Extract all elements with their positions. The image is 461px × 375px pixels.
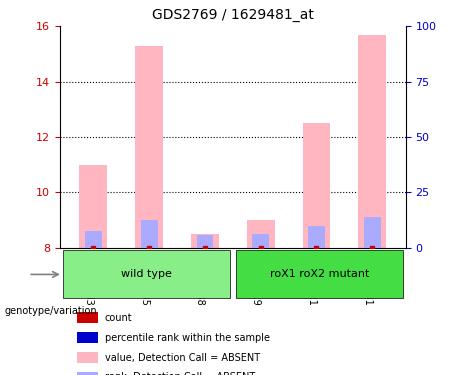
Bar <box>191 234 219 248</box>
Bar <box>77 332 98 343</box>
Text: wild type: wild type <box>121 269 172 279</box>
Bar <box>79 165 107 248</box>
Text: percentile rank within the sample: percentile rank within the sample <box>105 333 270 343</box>
Bar <box>364 217 381 248</box>
Bar <box>308 226 325 248</box>
Bar <box>77 352 98 363</box>
Bar <box>252 234 269 248</box>
Bar <box>135 46 163 248</box>
Bar <box>358 34 386 248</box>
Text: rank, Detection Call = ABSENT: rank, Detection Call = ABSENT <box>105 372 255 375</box>
Bar <box>141 220 158 248</box>
Text: count: count <box>105 313 132 322</box>
Bar <box>196 236 213 248</box>
Bar <box>247 220 275 248</box>
Bar <box>77 312 98 323</box>
Bar <box>85 231 102 248</box>
FancyBboxPatch shape <box>236 251 403 298</box>
Text: roX1 roX2 mutant: roX1 roX2 mutant <box>270 269 369 279</box>
Bar <box>77 372 98 375</box>
FancyBboxPatch shape <box>63 251 230 298</box>
Bar <box>302 123 331 248</box>
Text: value, Detection Call = ABSENT: value, Detection Call = ABSENT <box>105 352 260 363</box>
Text: genotype/variation: genotype/variation <box>5 306 97 316</box>
Title: GDS2769 / 1629481_at: GDS2769 / 1629481_at <box>152 9 314 22</box>
